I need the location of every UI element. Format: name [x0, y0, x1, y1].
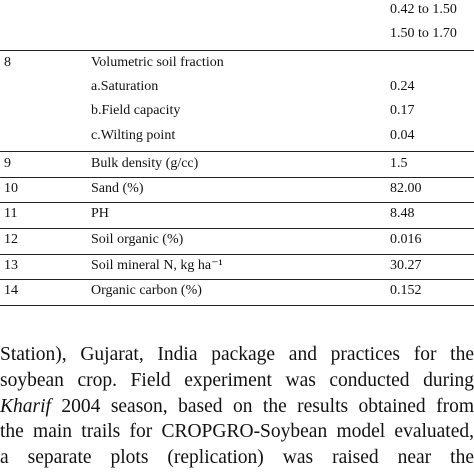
- table-row: 12 Soil organic (%) 0.016: [0, 228, 474, 252]
- table-cell-number: 10: [4, 181, 18, 196]
- table-rule: [0, 228, 474, 229]
- table-rule: [0, 50, 474, 51]
- table-rule: [0, 254, 474, 255]
- table-cell-value: 8.48: [390, 206, 415, 221]
- paragraph-line: Kharif 2004 season, based on the results…: [0, 394, 474, 420]
- table-cell-number: 11: [4, 206, 18, 221]
- paragraph-line-text: soybean crop. Field experiment was condu…: [0, 369, 474, 391]
- table-cell-value: 0.152: [390, 283, 422, 298]
- table-cell-parameter: Soil mineral N, kg ha⁻¹: [91, 258, 223, 273]
- paragraph-line-text: 2004 season, based on the results obtain…: [50, 395, 474, 417]
- table-cell-value: 30.27: [390, 258, 422, 273]
- paragraph-line: the main trails for CROPGRO-Soybean mode…: [0, 421, 474, 443]
- table-row: 11 PH 8.48: [0, 202, 474, 226]
- body-paragraph: Station), Gujarat, India package and pra…: [0, 342, 474, 471]
- italic-term: Kharif: [0, 395, 51, 417]
- table-row: a.Saturation 0.24: [0, 75, 474, 99]
- table-cell-parameter: Sand (%): [91, 181, 144, 196]
- paragraph-line: a separate plots (replication) was raise…: [0, 447, 474, 469]
- table-cell-value: 0.016: [390, 232, 422, 247]
- table-row: 13 Soil mineral N, kg ha⁻¹ 30.27: [0, 254, 474, 278]
- table-row: 14 Organic carbon (%) 0.152: [0, 279, 474, 303]
- table-row: 0.42 to 1.50: [0, 0, 474, 22]
- table-cell-number: 14: [4, 283, 18, 298]
- paragraph-line: Station), Gujarat, India package and pra…: [0, 344, 474, 365]
- table-cell-value: 0.24: [390, 79, 415, 94]
- table-cell-number: 9: [4, 156, 11, 171]
- table-row: 10 Sand (%) 82.00: [0, 177, 474, 201]
- table-cell-value: 1.50 to 1.70: [390, 26, 457, 41]
- table-cell-parameter: a.Saturation: [91, 79, 159, 94]
- table-row: 9 Bulk density (g/cc) 1.5: [0, 152, 474, 176]
- table-row: c.Wilting point 0.04: [0, 124, 474, 148]
- table-cell-value: 0.17: [390, 103, 415, 118]
- table-cell-parameter: b.Field capacity: [91, 103, 181, 118]
- table-cell-parameter: Bulk density (g/cc): [91, 156, 199, 171]
- table-cell-value: 0.42 to 1.50: [390, 2, 457, 17]
- table-row: 8 Volumetric soil fraction: [0, 51, 474, 75]
- table-cell-parameter: Volumetric soil fraction: [91, 55, 224, 70]
- table-row: b.Field capacity 0.17: [0, 99, 474, 123]
- table-rule: [0, 151, 474, 152]
- table-cell-number: 8: [4, 55, 11, 70]
- table-cell-parameter: PH: [91, 206, 109, 221]
- table-cell-number: 13: [4, 258, 18, 273]
- table-cell-value: 82.00: [390, 181, 422, 196]
- table-cell-value: 1.5: [390, 156, 408, 171]
- table-cell-value: 0.04: [390, 128, 415, 143]
- table-cell-parameter: c.Wilting point: [91, 128, 176, 143]
- table-cell-parameter: Organic carbon (%): [91, 283, 202, 298]
- table-cell-parameter: Soil organic (%): [91, 232, 184, 247]
- table-rule: [0, 279, 474, 280]
- table-cell-number: 12: [4, 232, 18, 247]
- table-rule: [0, 177, 474, 178]
- table-row: 1.50 to 1.70: [0, 22, 474, 46]
- paragraph-line: soybean crop. Field experiment was condu…: [0, 368, 474, 394]
- table-rule: [0, 202, 474, 203]
- table-rule: [0, 305, 474, 306]
